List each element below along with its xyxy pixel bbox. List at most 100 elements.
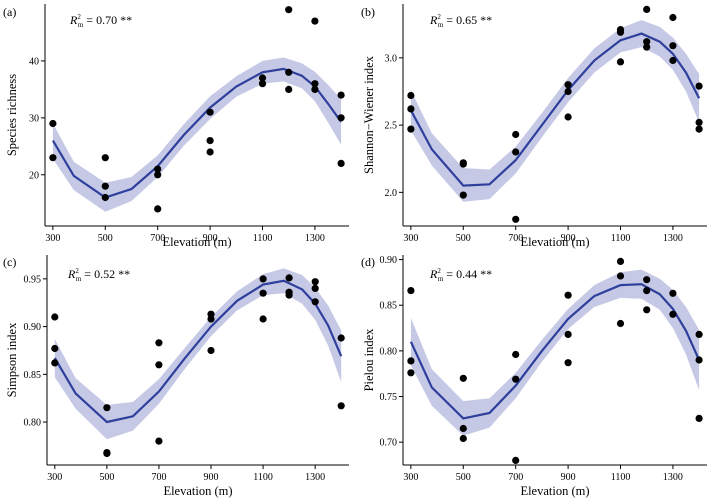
data-point	[616, 28, 625, 36]
y-axis-title: Species richness	[5, 74, 19, 156]
data-point	[337, 334, 345, 342]
x-tick-label: 300	[47, 472, 62, 483]
data-point	[258, 80, 267, 88]
r-subscript: m	[438, 21, 444, 29]
y-tick-label: 0.75	[380, 392, 398, 403]
data-point	[459, 424, 467, 433]
y-tick-label: 0.95	[24, 274, 42, 285]
data-point	[564, 359, 572, 367]
data-point	[206, 108, 214, 116]
confidence-band	[52, 57, 342, 212]
data-point	[285, 68, 293, 76]
y-tick-label: 2.0	[385, 188, 398, 199]
r-superscript: 2	[437, 267, 441, 275]
data-point	[643, 306, 651, 314]
data-point	[512, 130, 520, 139]
data-point	[564, 87, 572, 96]
x-tick-label: 900	[561, 233, 576, 244]
y-tick-label: 30	[29, 113, 39, 124]
x-tick-label: 1100	[253, 233, 273, 244]
panel-label: (b)	[361, 5, 375, 19]
data-point	[407, 287, 415, 295]
panel-d: (d) 300 500 700 900 1100 1300 0.70 0.75 0.80 0.85…	[361, 255, 707, 498]
r-subscript: m	[438, 275, 444, 283]
data-point	[564, 291, 572, 299]
data-point	[512, 148, 520, 156]
y-axis-title: Pielou index	[362, 328, 376, 392]
data-point	[407, 357, 415, 365]
y-tick-label: 0.80	[380, 346, 398, 357]
x-tick-label: 300	[403, 233, 418, 244]
confidence-band	[54, 268, 342, 440]
y-axis-title: Shannon−Wiener index	[362, 55, 376, 174]
y-tick-label: 0.70	[380, 438, 398, 449]
panel-a: (a) 300 500 700 900 1100 1300 20 30 40 Elevation …	[3, 4, 349, 249]
r-superscript: 2	[75, 267, 79, 275]
data-point	[285, 6, 293, 14]
r-superscript: 2	[437, 13, 441, 21]
x-tick-label: 1300	[305, 233, 325, 244]
panel-b: (b) 300 500 700 900 1100 1300 2.0 2.5 3.0 Elevati…	[361, 4, 707, 249]
data-point	[206, 148, 214, 156]
data-point	[101, 182, 109, 190]
x-tick-label: 1300	[305, 472, 325, 483]
x-tick-label: 500	[99, 472, 114, 483]
x-tick-label: 900	[561, 472, 576, 483]
data-point	[407, 91, 415, 100]
x-tick-label: 300	[45, 233, 60, 244]
data-point	[459, 434, 467, 443]
data-point	[512, 350, 520, 359]
y-tick-label: 0.90	[380, 255, 398, 266]
data-point	[564, 113, 572, 121]
data-point	[285, 274, 293, 282]
y-tick-label: 0.85	[380, 301, 398, 312]
panel-label: (d)	[361, 255, 375, 269]
data-point	[459, 191, 467, 199]
data-point	[49, 119, 57, 128]
r-value: = 0.65 **	[443, 13, 492, 27]
x-tick-label: 900	[204, 472, 219, 483]
data-point	[285, 291, 293, 299]
x-axis-title: Elevation (m)	[520, 235, 589, 249]
x-tick-label: 1300	[663, 472, 683, 483]
data-point	[285, 85, 293, 93]
x-tick-label: 700	[150, 233, 165, 244]
r-symbol: R	[69, 13, 78, 27]
r-superscript: 2	[77, 13, 81, 21]
x-axis-title: Elevation (m)	[162, 235, 231, 249]
data-point	[459, 160, 467, 168]
confidence-band	[410, 20, 700, 202]
panel-label: (c)	[3, 255, 16, 269]
x-tick-label: 500	[456, 233, 471, 244]
data-point	[311, 278, 319, 286]
data-point	[207, 315, 215, 323]
data-point	[669, 56, 677, 65]
r-value: = 0.70 **	[83, 13, 132, 27]
data-point	[643, 287, 651, 295]
data-point	[101, 193, 109, 202]
y-axis-title: Simpson index	[5, 322, 19, 397]
fit-line	[409, 283, 701, 420]
data-point	[155, 437, 163, 445]
y-tick-label: 20	[29, 170, 39, 181]
data-point	[337, 114, 345, 122]
data-point	[564, 81, 572, 89]
y-tick-label: 40	[29, 56, 39, 67]
r-squared-label: R2 m = 0.44 **	[429, 267, 492, 283]
data-point	[311, 85, 319, 93]
data-point	[695, 414, 703, 422]
x-tick-label: 700	[151, 472, 166, 483]
x-tick-label: 700	[508, 233, 523, 244]
data-point	[337, 91, 345, 99]
r-symbol: R	[67, 267, 76, 281]
data-point	[311, 17, 319, 25]
data-point	[616, 272, 625, 280]
x-tick-label: 1300	[663, 233, 683, 244]
data-point	[259, 289, 267, 297]
r-squared-label: R2 m = 0.65 **	[429, 13, 492, 29]
data-point	[103, 449, 111, 458]
r-value: = 0.44 **	[443, 267, 492, 281]
data-point	[407, 125, 415, 133]
data-point	[51, 359, 59, 367]
